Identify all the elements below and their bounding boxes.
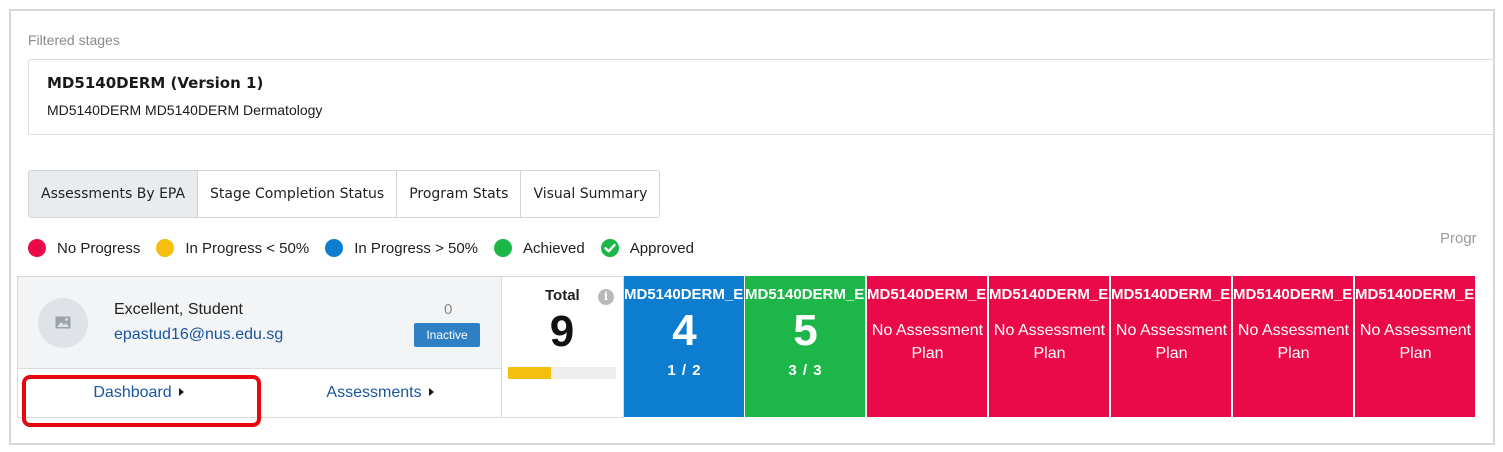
- no-assessment-plan: No Assessment Plan: [1359, 322, 1472, 362]
- stage-title: MD5140DERM (Version 1): [47, 74, 264, 92]
- epa-value: 5: [793, 306, 818, 355]
- filtered-stages-label: Filtered stages: [28, 32, 120, 48]
- legend-item-approved: Approved: [600, 239, 694, 257]
- caret-right-icon: [178, 388, 184, 396]
- legend-label: No Progress: [57, 239, 141, 257]
- legend-label: Approved: [629, 239, 694, 257]
- total-progress-bar: [508, 367, 616, 379]
- caret-right-icon: [428, 388, 434, 396]
- tab-program-stats[interactable]: Program Stats: [397, 171, 522, 217]
- epa-title: MD5140DERM_EPA: [745, 286, 865, 303]
- status-badge: Inactive: [414, 323, 480, 347]
- epa-value: 4: [672, 306, 697, 355]
- epa-cell[interactable]: MD5140DERM_EPA 5 3 / 3: [745, 276, 866, 417]
- circle-icon: [28, 239, 46, 257]
- info-icon[interactable]: i: [598, 289, 614, 305]
- no-assessment-plan: No Assessment Plan: [871, 322, 984, 362]
- legend-label: In Progress < 50%: [185, 239, 310, 257]
- epa-title: MD5140DERM_EPA: [989, 286, 1109, 303]
- view-tabs: Assessments By EPA Stage Completion Stat…: [28, 170, 661, 218]
- legend-item-no-progress: No Progress: [28, 239, 140, 257]
- total-progress-fill: [508, 367, 552, 379]
- dashboard-button[interactable]: Dashboard: [18, 369, 259, 417]
- student-count: 0: [444, 301, 453, 318]
- stage-card[interactable]: MD5140DERM (Version 1) MD5140DERM MD5140…: [28, 59, 1493, 135]
- student-links: Dashboard Assessments: [18, 369, 501, 417]
- epa-title: MD5140DERM_EPA: [624, 286, 744, 303]
- student-name: Excellent, Student: [114, 301, 243, 318]
- assessments-label: Assessments: [326, 384, 422, 401]
- circle-icon: [156, 239, 175, 257]
- epa-cell[interactable]: MD5140DERM_EPA 4 1 / 2: [624, 276, 745, 417]
- epa-title: MD5140DERM_EPA: [1233, 286, 1353, 303]
- student-email[interactable]: epastud16@nus.edu.sg: [114, 326, 284, 343]
- circle-icon: [494, 239, 513, 257]
- total-label: Total: [545, 287, 580, 304]
- no-assessment-plan: No Assessment Plan: [993, 322, 1106, 362]
- circle-icon: [325, 239, 344, 257]
- legend-label: Achieved: [523, 239, 585, 257]
- avatar: [38, 298, 88, 348]
- no-assessment-plan: No Assessment Plan: [1237, 322, 1350, 362]
- total-cell: Total i 9: [502, 276, 624, 418]
- assessments-button[interactable]: Assessments: [259, 369, 501, 417]
- progress-label: Progr: [1440, 230, 1477, 247]
- legend-item-in-progress-low: In Progress < 50%: [156, 239, 309, 257]
- image-placeholder-icon: [55, 316, 71, 329]
- student-header: Excellent, Student epastud16@nus.edu.sg …: [18, 277, 501, 369]
- epa-ratio: 3 / 3: [788, 362, 823, 379]
- legend-item-achieved: Achieved: [494, 239, 585, 257]
- check-circle-icon: [600, 239, 619, 257]
- legend-item-in-progress-high: In Progress > 50%: [325, 239, 478, 257]
- student-panel: Excellent, Student epastud16@nus.edu.sg …: [17, 276, 502, 418]
- tab-visual-summary[interactable]: Visual Summary: [533, 186, 648, 202]
- tab-stage-completion-status[interactable]: Stage Completion Status: [198, 171, 398, 217]
- no-assessment-plan: No Assessment Plan: [1115, 322, 1228, 362]
- epa-title: MD5140DERM_EPA: [867, 286, 987, 303]
- epa-title: MD5140DERM_EPA: [1355, 286, 1475, 303]
- dashboard-label: Dashboard: [93, 384, 172, 401]
- epa-ratio: 1 / 2: [667, 362, 702, 379]
- progress-legend: No Progress In Progress < 50% In Progres…: [28, 239, 710, 257]
- tab-assessments-by-epa[interactable]: Assessments By EPA: [29, 171, 199, 217]
- total-value: 9: [549, 307, 575, 356]
- legend-label: In Progress > 50%: [354, 239, 479, 257]
- stage-subtitle: MD5140DERM MD5140DERM Dermatology: [47, 102, 323, 118]
- epa-title: MD5140DERM_EPA: [1111, 286, 1231, 303]
